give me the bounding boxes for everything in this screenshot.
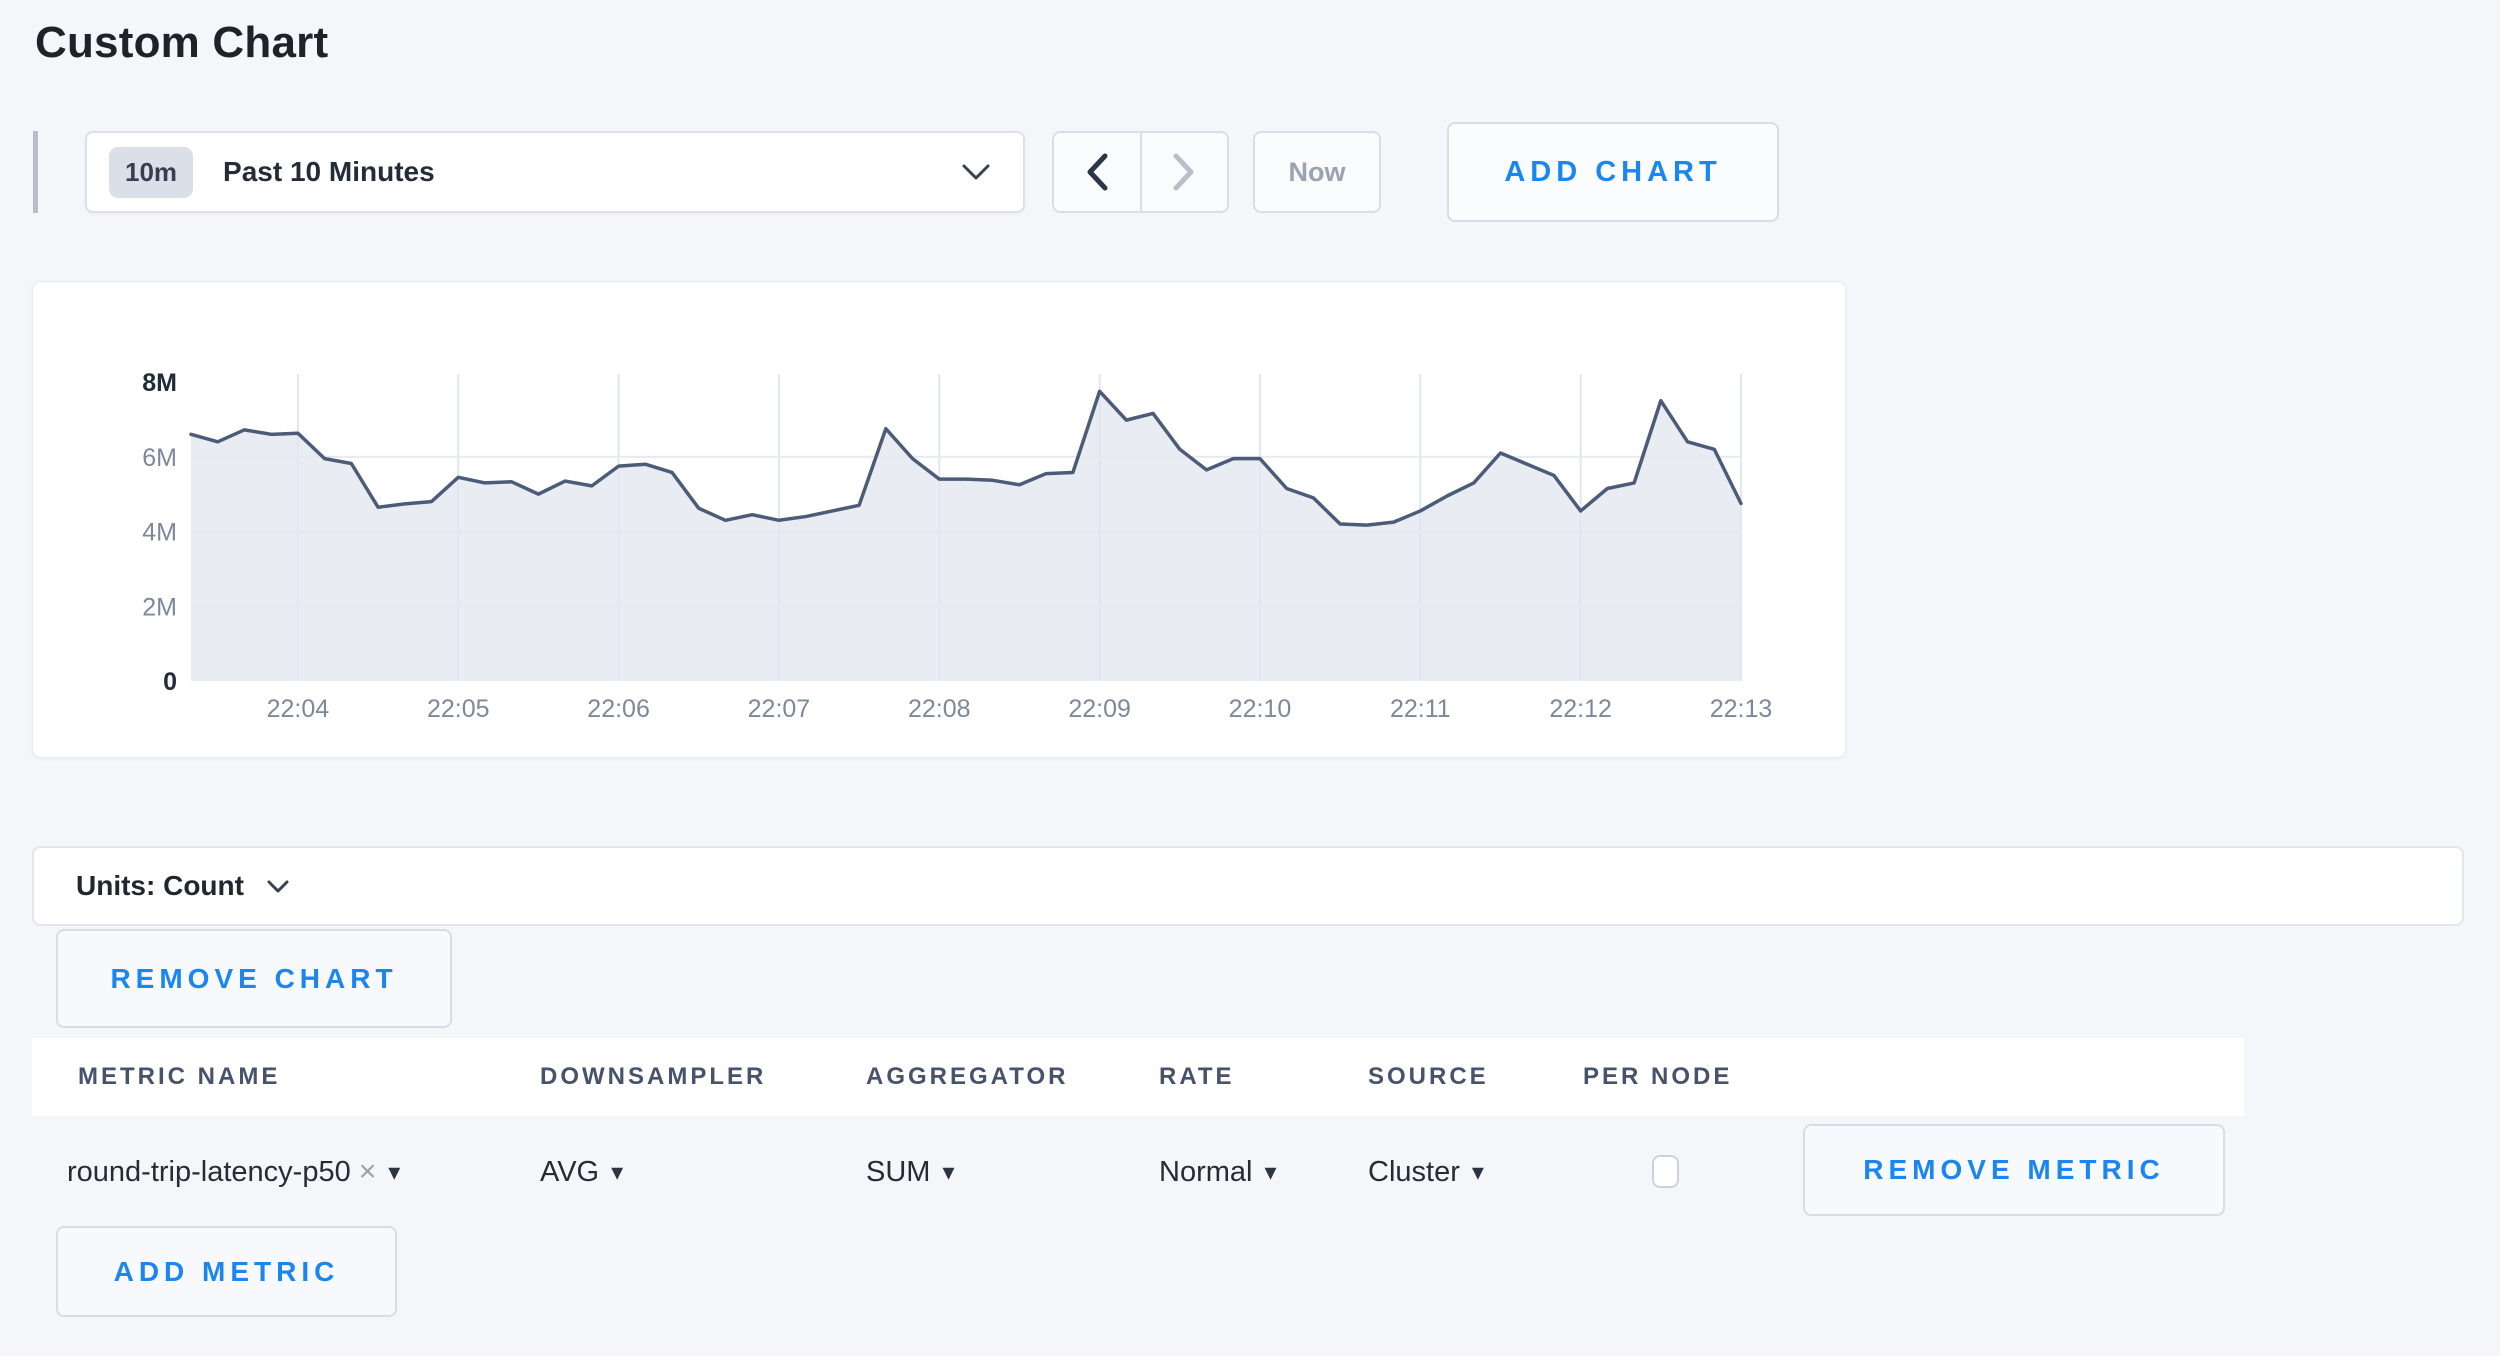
col-header-downsampler: DOWNSAMPLER <box>540 1063 767 1090</box>
caret-down-icon: ▾ <box>388 1158 401 1186</box>
prev-time-button[interactable] <box>1054 133 1140 211</box>
downsampler-value: AVG <box>540 1155 600 1188</box>
chart-area-fill <box>191 391 1741 681</box>
caret-down-icon: ▾ <box>942 1158 955 1186</box>
col-header-aggregator: AGGREGATOR <box>866 1063 1069 1090</box>
x-tick-label: 22:11 <box>1390 695 1451 723</box>
clear-metric-icon[interactable]: × <box>358 1155 377 1188</box>
units-dropdown[interactable]: Units: Count <box>32 846 2464 926</box>
timeseries-chart[interactable]: 22:04 22:05 22:06 22:07 22:08 22:09 22:10 22:11… <box>33 282 1847 759</box>
col-header-rate: RATE <box>1159 1063 1235 1090</box>
x-tick-label: 22:13 <box>1710 695 1773 723</box>
time-range-badge: 10m <box>109 146 194 198</box>
col-header-metric-name: METRIC NAME <box>78 1063 281 1090</box>
aggregator-value: SUM <box>866 1155 931 1188</box>
source-dropdown[interactable]: Cluster ▾ <box>1368 1144 1484 1200</box>
downsampler-dropdown[interactable]: AVG ▾ <box>540 1144 623 1200</box>
metric-name-dropdown[interactable]: round-trip-latency-p50 × ▾ <box>67 1144 400 1200</box>
chevron-down-icon <box>266 879 290 894</box>
x-tick-label: 22:09 <box>1068 695 1131 723</box>
x-tick-label: 22:05 <box>427 695 490 723</box>
rate-dropdown[interactable]: Normal ▾ <box>1159 1144 1277 1200</box>
x-tick-label: 22:06 <box>587 695 650 723</box>
remove-chart-button[interactable]: REMOVE CHART <box>56 929 452 1028</box>
caret-down-icon: ▾ <box>1471 1158 1484 1186</box>
aggregator-dropdown[interactable]: SUM ▾ <box>866 1144 955 1200</box>
next-time-button[interactable] <box>1139 133 1228 211</box>
rate-value: Normal <box>1159 1155 1253 1188</box>
per-node-checkbox[interactable] <box>1652 1155 1679 1188</box>
add-chart-button[interactable]: ADD CHART <box>1447 122 1779 222</box>
chevron-right-icon <box>1172 152 1196 192</box>
add-metric-button[interactable]: ADD METRIC <box>56 1226 397 1317</box>
y-tick-label: 6M <box>142 444 177 472</box>
series-line <box>189 389 1743 527</box>
col-header-per-node: PER NODE <box>1583 1063 1733 1090</box>
time-nav-group <box>1052 131 1229 213</box>
x-tick-label: 22:08 <box>908 695 971 723</box>
chevron-down-icon <box>961 163 991 181</box>
y-tick-label: 8M <box>142 369 177 397</box>
x-tick-label: 22:12 <box>1549 695 1612 723</box>
metrics-table-header: METRIC NAME DOWNSAMPLER AGGREGATOR RATE … <box>32 1038 2244 1116</box>
now-button[interactable]: Now <box>1253 131 1381 213</box>
time-range-dropdown[interactable]: 10m Past 10 Minutes <box>85 131 1025 213</box>
col-header-source: SOURCE <box>1368 1063 1489 1090</box>
caret-down-icon: ▾ <box>1264 1158 1277 1186</box>
caret-down-icon: ▾ <box>611 1158 624 1186</box>
x-tick-label: 22:07 <box>748 695 811 723</box>
page-title: Custom Chart <box>35 18 329 67</box>
chart-card: 22:04 22:05 22:06 22:07 22:08 22:09 22:10 22:11… <box>32 281 1846 758</box>
time-selector-accent-bar <box>33 131 38 213</box>
y-tick-label: 4M <box>142 519 177 547</box>
x-tick-label: 22:04 <box>267 695 330 723</box>
time-range-label: Past 10 Minutes <box>223 156 435 187</box>
remove-metric-button[interactable]: REMOVE METRIC <box>1803 1124 2225 1216</box>
chevron-left-icon <box>1085 152 1109 192</box>
y-tick-label: 2M <box>142 593 177 621</box>
source-value: Cluster <box>1368 1155 1460 1188</box>
metric-name-value: round-trip-latency-p50 <box>67 1155 351 1188</box>
y-tick-label: 0 <box>163 668 177 696</box>
units-label: Units: Count <box>76 870 244 901</box>
x-tick-label: 22:10 <box>1229 695 1292 723</box>
